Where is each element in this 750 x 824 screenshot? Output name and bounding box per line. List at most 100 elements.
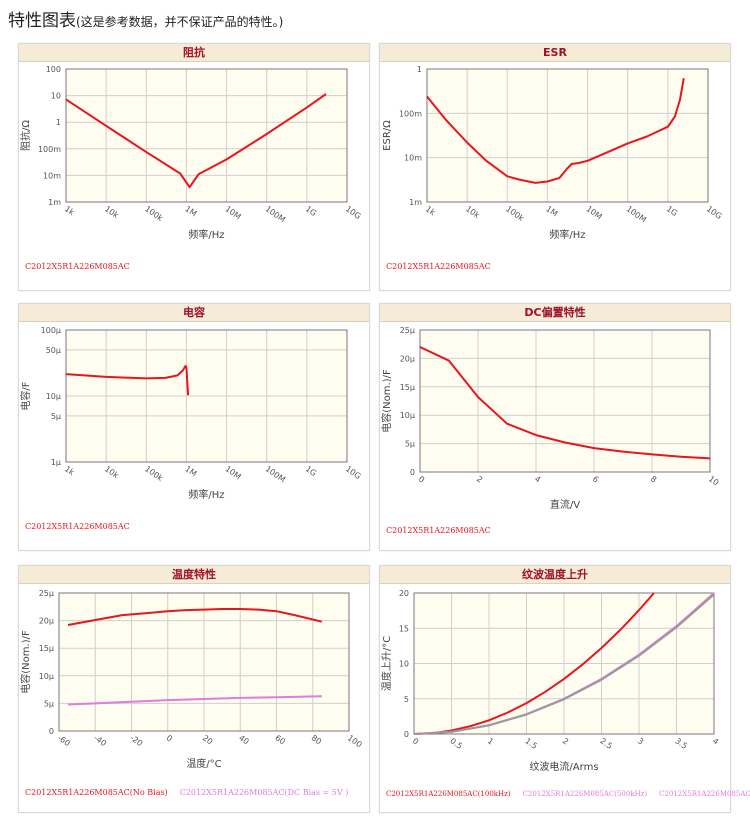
chart-panel-capacitance: 电容 1k 10k 100k 1M 10M 100M 1G 10G 1μ 5μ 10μ 50μ 100μ… xyxy=(18,303,370,551)
plot-border xyxy=(413,592,715,735)
x-tick-label: 1.5 xyxy=(523,736,539,751)
chart-temperature: -60 -40 -20 0 20 40 60 80 100 0 5μ 10μ 15μ 20μ 25μ 温度/°… xyxy=(19,589,364,770)
plot-border xyxy=(426,68,709,203)
y-tick-label: 100μ xyxy=(41,326,61,335)
x-tick-label: 2 xyxy=(475,474,484,484)
chart-title: 阻抗 xyxy=(19,44,369,62)
y-tick-label: 5μ xyxy=(44,699,54,708)
page-title-note: (这是参考数据，并不保证产品的特性。) xyxy=(76,15,284,29)
x-axis-label: 纹波电流/Arms xyxy=(529,760,598,773)
chart-impedance: 1k 10k 100k 1M 10M 100M 1G 10G 1m 10m 100m 1 10 100 频率… xyxy=(19,65,363,241)
x-axis-label: 频率/Hz xyxy=(549,228,585,241)
legend-entry: C2012X5R1A226M085AC(DC Bias = 5V ) xyxy=(179,788,349,797)
y-tick-label: 0 xyxy=(410,468,415,477)
y-tick-label: 15 xyxy=(399,624,409,633)
y-tick-label: 1 xyxy=(417,65,422,74)
chart-title: 纹波温度上升 xyxy=(380,566,730,584)
y-axis-label: 电容/F xyxy=(19,381,32,410)
x-tick-label: 10G xyxy=(705,204,724,221)
x-axis-label: 频率/Hz xyxy=(188,488,224,501)
x-tick-label: 100M xyxy=(264,464,287,484)
chart-legend: C2012X5R1A226M085AC xyxy=(25,522,142,531)
y-tick-label: 1 xyxy=(56,118,61,127)
x-axis-label: 温度/°C xyxy=(186,757,221,770)
x-tick-label: 40 xyxy=(237,733,251,746)
x-tick-label: 1k xyxy=(424,204,437,217)
x-tick-label: 100k xyxy=(143,464,165,483)
chart-legend: C2012X5R1A226M085AC(No Bias) C2012X5R1A22… xyxy=(25,788,360,797)
y-tick-label: 100m xyxy=(399,109,422,118)
x-tick-label: -40 xyxy=(92,733,108,748)
x-tick-label: 4 xyxy=(533,474,542,484)
x-tick-label: 1 xyxy=(486,736,495,746)
chart-panel-dc-bias: DC偏置特性 0 2 4 6 8 10 0 5μ 10μ 15μ 20μ 25μ 直流/V 电容(Nom.… xyxy=(379,303,731,551)
chart-legend: C2012X5R1A226M085AC xyxy=(386,262,503,271)
y-axis-label: 温度上升/°C xyxy=(380,636,393,691)
legend-entry: C2012X5R1A226M085AC xyxy=(25,262,130,271)
chart-esr: 1k 10k 100k 1M 10M 100M 1G 10G 1m 10m 100m 1 频率/Hz ES… xyxy=(382,65,724,241)
y-tick-label: 100m xyxy=(38,145,61,154)
y-axis-label: 电容(Nom.)/F xyxy=(380,369,393,433)
y-tick-label: 10 xyxy=(399,660,409,669)
x-tick-label: 10M xyxy=(584,204,603,221)
y-tick-label: 10μ xyxy=(46,392,61,401)
x-tick-label: 0.5 xyxy=(448,736,464,751)
page-title-main: 特性图表 xyxy=(8,11,76,31)
x-tick-label: 10M xyxy=(223,464,242,481)
x-tick-label: 100 xyxy=(346,733,364,749)
legend-entry: C2012X5R1A226M085AC(100kHz) xyxy=(386,790,511,798)
x-tick-label: 1k xyxy=(63,464,76,477)
y-tick-label: 100 xyxy=(46,65,61,74)
x-tick-label: 3.5 xyxy=(673,736,689,751)
y-tick-label: 20μ xyxy=(39,617,54,626)
x-tick-label: 1M xyxy=(544,204,559,218)
x-tick-label: 100k xyxy=(504,204,526,223)
series-line xyxy=(65,365,190,396)
chart-legend: C2012X5R1A226M085AC(100kHz) C2012X5R1A226… xyxy=(386,790,750,798)
chart-panel-ripple: 纹波温度上升 0 0.5 1 1.5 2 2.5 3 3.5 4 0 5 10 15 20 纹波电流/Arm… xyxy=(379,565,750,813)
x-tick-label: 0 xyxy=(165,733,174,743)
x-tick-label: -60 xyxy=(56,733,72,748)
x-tick-label: 10 xyxy=(707,474,721,487)
x-tick-label: 2 xyxy=(561,736,570,746)
y-axis-label: 电容(Nom.)/F xyxy=(19,630,32,694)
y-tick-label: 25μ xyxy=(39,589,54,598)
y-axis-label: 阻抗/Ω xyxy=(19,120,32,151)
chart-legend: C2012X5R1A226M085AC xyxy=(386,526,503,535)
y-tick-label: 1m xyxy=(409,198,422,207)
series-line xyxy=(67,608,323,626)
y-tick-label: 10μ xyxy=(39,672,54,681)
y-tick-label: 1μ xyxy=(51,458,61,467)
x-tick-label: 6 xyxy=(591,474,600,484)
legend-entry: C2012X5R1A226M085AC(1MHz) xyxy=(659,790,750,798)
chart-panel-temperature: 温度特性 -60 -40 -20 0 20 40 60 80 100 0 5μ 10μ 15μ 20μ 25… xyxy=(18,565,370,813)
series-line xyxy=(413,592,655,735)
y-tick-label: 15μ xyxy=(39,644,54,653)
x-tick-label: 1M xyxy=(183,464,198,478)
x-tick-label: 100M xyxy=(625,204,648,224)
x-axis-label: 频率/Hz xyxy=(188,228,224,241)
chart-title: DC偏置特性 xyxy=(380,304,730,322)
chart-panel-esr: ESR 1k 10k 100k 1M 10M 100M 1G 10G 1m 10m 100m 1 频率/… xyxy=(379,43,731,291)
series-line xyxy=(413,593,715,735)
x-tick-label: 10k xyxy=(103,464,121,480)
chart-capacitance: 1k 10k 100k 1M 10M 100M 1G 10G 1μ 5μ 10μ 50μ 100μ 频率/… xyxy=(19,326,363,501)
legend-entry: C2012X5R1A226M085AC(500kHz) xyxy=(522,790,648,798)
chart-legend: C2012X5R1A226M085AC xyxy=(25,262,142,271)
y-tick-label: 10μ xyxy=(400,411,415,420)
y-tick-label: 10m xyxy=(43,171,61,180)
y-tick-label: 0 xyxy=(49,727,54,736)
series-line xyxy=(419,346,711,460)
x-tick-label: 20 xyxy=(201,733,215,746)
chart-title: ESR xyxy=(380,44,730,62)
x-tick-label: 100k xyxy=(143,204,165,223)
plot-area xyxy=(426,68,709,203)
chart-title: 电容 xyxy=(19,304,369,322)
x-tick-label: 10G xyxy=(344,464,363,481)
series-line xyxy=(68,695,322,706)
x-tick-label: 10k xyxy=(103,204,121,220)
x-tick-label: 10G xyxy=(344,204,363,221)
y-tick-label: 20μ xyxy=(400,354,415,363)
y-tick-label: 25μ xyxy=(400,326,415,335)
x-tick-label: 1M xyxy=(183,204,198,218)
